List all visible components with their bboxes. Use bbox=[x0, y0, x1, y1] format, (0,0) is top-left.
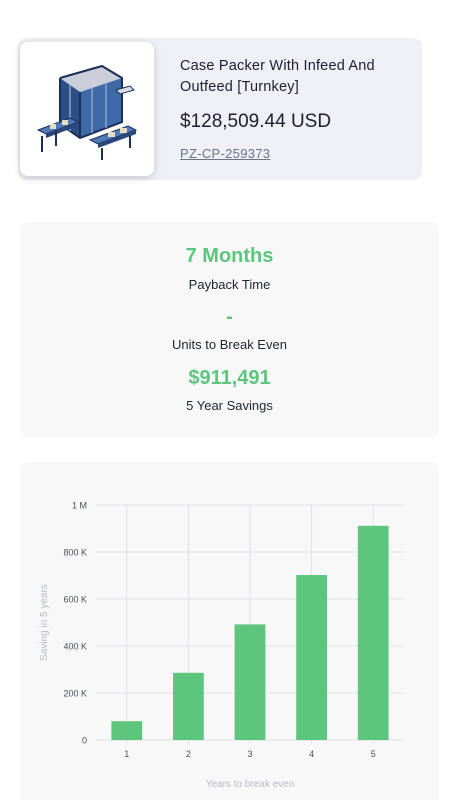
product-card: Case Packer With Infeed And Outfeed [Tur… bbox=[18, 38, 422, 180]
bar-year-5 bbox=[357, 525, 389, 740]
product-title: Case Packer With Infeed And Outfeed [Tur… bbox=[180, 58, 375, 95]
y-tick-label: 800 K bbox=[63, 548, 87, 558]
x-tick-label: 5 bbox=[371, 749, 376, 759]
savings-chart-card: 0 200 K 400 K 600 K 800 K 1 M 1 2 3 4 5 Years to br… bbox=[20, 462, 439, 800]
five-year-savings-value: $911,491 bbox=[188, 367, 271, 389]
payback-time-label: Payback Time bbox=[188, 277, 271, 292]
y-tick-label: 1 M bbox=[72, 501, 87, 511]
y-tick-label: 600 K bbox=[63, 595, 87, 605]
payback-time-value: 7 Months bbox=[185, 245, 274, 267]
product-sku-link[interactable]: PZ-CP-259373 bbox=[180, 146, 271, 161]
y-tick-label: 200 K bbox=[63, 689, 87, 699]
y-tick-label: 0 bbox=[82, 736, 87, 746]
x-axis-title: Years to break even bbox=[206, 779, 295, 790]
y-tick-label: 400 K bbox=[63, 642, 87, 652]
x-tick-label: 2 bbox=[186, 749, 191, 759]
machine-render-icon bbox=[36, 64, 138, 160]
y-axis-title: Saving in 5 years bbox=[39, 584, 50, 661]
five-year-savings-label: 5 Year Savings bbox=[186, 398, 273, 413]
x-tick-label: 1 bbox=[124, 749, 129, 759]
units-break-even-label: Units to Break Even bbox=[172, 337, 287, 352]
bar-year-3 bbox=[234, 624, 266, 740]
product-image[interactable] bbox=[20, 42, 154, 176]
x-tick-label: 4 bbox=[309, 749, 314, 759]
product-price: $128,509.44 USD bbox=[180, 111, 332, 132]
x-tick-label: 3 bbox=[247, 749, 252, 759]
bar-year-2 bbox=[173, 672, 204, 740]
bar-year-1 bbox=[111, 721, 143, 740]
units-break-even-value: - bbox=[226, 306, 233, 328]
bar-year-4 bbox=[296, 575, 327, 740]
savings-bar-chart: 0 200 K 400 K 600 K 800 K 1 M 1 2 3 4 5 Years to br… bbox=[39, 501, 404, 790]
roi-summary-card: 7 Months Payback Time - Units to Break E… bbox=[20, 222, 439, 438]
